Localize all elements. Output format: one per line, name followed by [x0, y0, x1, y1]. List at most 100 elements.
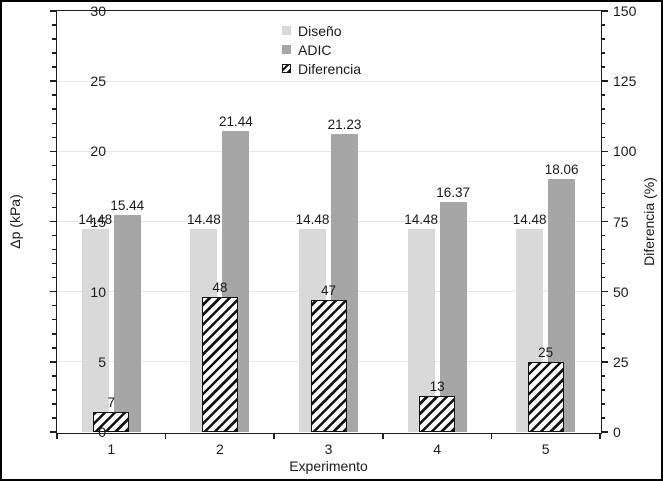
bar-value-label: 14.48	[295, 211, 330, 227]
x-axis-category-label: 5	[541, 441, 550, 457]
left-axis-tick-label: 20	[90, 143, 106, 160]
right-axis-major-tick	[601, 361, 608, 363]
x-axis-category-label: 1	[107, 441, 116, 457]
left-axis-minor-tick	[52, 206, 56, 209]
bar-value-label: 25	[538, 344, 554, 360]
x-axis-tick	[273, 433, 275, 439]
bar-value-label: 18.06	[544, 161, 579, 177]
x-axis-tick	[490, 433, 493, 439]
left-axis-minor-tick	[52, 347, 56, 349]
x-axis-tick	[164, 433, 167, 439]
right-axis-tick-label: 75	[613, 213, 629, 230]
right-axis-tick-label: 125	[613, 73, 637, 90]
right-axis-minor-tick	[601, 94, 605, 96]
right-axis-major-tick	[601, 431, 608, 433]
bar-value-label: 47	[320, 283, 337, 299]
right-axis-minor-tick	[601, 108, 605, 110]
plot-area: 14.48 14.48 14.48 14.48 14.48 15.44 21.44 21.23…	[55, 9, 602, 434]
right-axis-minor-tick	[601, 24, 605, 26]
right-axis-minor-tick	[601, 333, 605, 335]
legend-swatch-adic	[282, 45, 291, 54]
bar-value-label: 14.48	[512, 211, 547, 227]
gridline	[57, 291, 600, 293]
bar-value-label: 14.48	[404, 211, 438, 227]
right-axis-minor-tick	[601, 347, 605, 349]
left-axis-major-tick	[49, 150, 56, 153]
legend-item: ADIC	[282, 40, 361, 59]
bar-diferencia	[419, 395, 456, 432]
right-axis-minor-tick	[601, 304, 605, 307]
left-axis-major-tick	[49, 290, 56, 293]
left-axis-minor-tick	[52, 66, 56, 68]
legend-swatch-diferencia	[282, 64, 291, 73]
right-axis-minor-tick	[601, 122, 605, 125]
bar-value-label: 48	[212, 280, 228, 296]
left-axis-minor-tick	[52, 276, 56, 279]
left-axis-major-tick	[49, 431, 56, 433]
right-axis-tick-label: 25	[613, 353, 629, 370]
left-axis-minor-tick	[52, 192, 56, 195]
right-axis-minor-tick	[601, 66, 605, 68]
right-axis-minor-tick	[601, 375, 605, 377]
left-axis-tick-label: 15	[90, 213, 106, 230]
right-axis-minor-tick	[601, 178, 605, 181]
left-axis-major-tick	[49, 10, 56, 12]
right-axis-minor-tick	[601, 164, 605, 167]
left-axis-minor-tick	[52, 375, 56, 377]
bar-value-label: 21.23	[327, 117, 362, 133]
right-axis-tick-label: 100	[613, 143, 637, 160]
bar-value-label: 14.48	[78, 211, 113, 227]
right-axis-major-tick	[601, 290, 608, 293]
left-axis-minor-tick	[52, 417, 56, 419]
bar-value-label: 15.44	[110, 198, 145, 214]
right-axis-minor-tick	[601, 262, 605, 265]
right-axis-minor-tick	[601, 234, 605, 237]
bar-diferencia	[527, 361, 564, 432]
x-axis-tick	[56, 433, 58, 439]
left-axis-major-tick	[49, 80, 56, 82]
right-axis-minor-tick	[601, 318, 605, 321]
right-axis-tick-label: 150	[613, 3, 637, 19]
left-axis-minor-tick	[52, 52, 56, 54]
legend-label: Diferencia	[298, 60, 362, 77]
left-axis-minor-tick	[52, 403, 56, 405]
right-axis-minor-tick	[601, 136, 605, 139]
x-axis-tick	[599, 433, 601, 439]
legend-swatch-diseño	[282, 26, 291, 35]
right-axis-tick-label: 50	[613, 283, 629, 300]
left-axis-tick-label: 25	[90, 73, 106, 90]
legend: Diseño ADIC Diferencia	[282, 21, 361, 78]
bar-value-label: 14.48	[186, 211, 221, 227]
right-axis-tick-label: 0	[613, 424, 621, 440]
right-axis-title: Diferencia (%)	[641, 177, 657, 266]
right-axis-minor-tick	[601, 206, 605, 209]
left-axis-minor-tick	[52, 234, 56, 237]
left-axis-minor-tick	[52, 248, 56, 251]
left-axis-minor-tick	[52, 389, 56, 391]
right-axis-major-tick	[601, 220, 608, 223]
left-axis-minor-tick	[52, 164, 56, 167]
right-axis-major-tick	[601, 80, 608, 82]
right-axis-minor-tick	[601, 192, 605, 195]
right-axis-minor-tick	[601, 38, 605, 40]
left-axis-minor-tick	[52, 318, 56, 321]
bar-value-label: 21.44	[218, 114, 253, 130]
bar-value-label: 13	[429, 378, 445, 394]
left-axis-minor-tick	[52, 38, 56, 40]
x-axis-category-label: 2	[215, 441, 224, 457]
left-axis-minor-tick	[52, 333, 56, 335]
bar-diferencia	[310, 300, 347, 432]
right-axis-minor-tick	[601, 276, 605, 279]
left-axis-tick-label: 30	[90, 3, 106, 19]
bar-adic	[439, 202, 467, 432]
right-axis-major-tick	[601, 10, 608, 12]
left-axis-title: Δp (kPa)	[7, 194, 23, 249]
right-axis-minor-tick	[601, 389, 605, 391]
gridline	[57, 150, 600, 152]
left-axis-minor-tick	[52, 304, 56, 307]
left-axis-minor-tick	[52, 122, 56, 125]
right-axis-minor-tick	[601, 52, 605, 54]
bar-diferencia	[201, 297, 238, 432]
x-axis-tick	[382, 433, 384, 439]
